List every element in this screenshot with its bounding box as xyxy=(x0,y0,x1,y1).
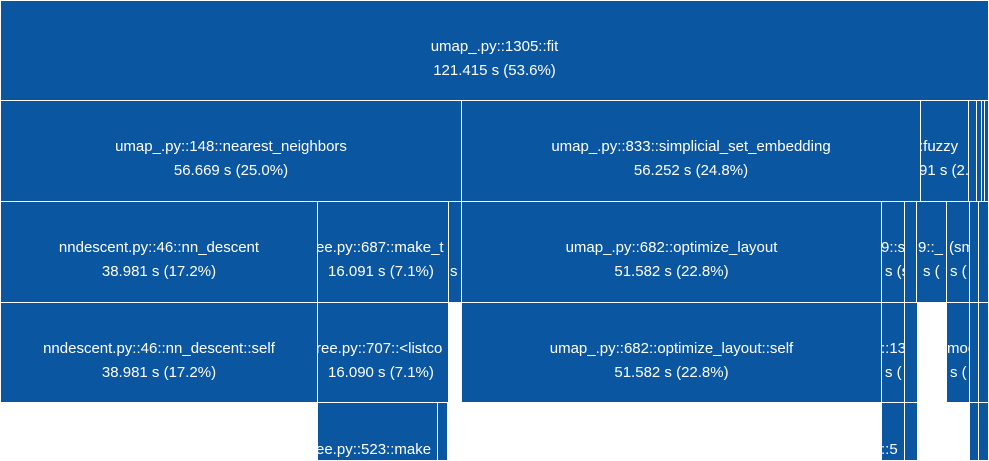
frame-time: 51.582 s (22.8%) xyxy=(614,263,729,280)
frame-level4-c[interactable]: mod s ( xyxy=(946,302,970,403)
frame-time: 56.252 s (24.8%) xyxy=(633,162,749,179)
frame-level5-b[interactable] xyxy=(904,402,918,461)
frame-label: umap_.py::1305::fit xyxy=(430,38,559,55)
frame-nearest-neighbors[interactable]: umap_.py::148::nearest_neighbors 56.669 … xyxy=(0,100,462,202)
frame-time: 121.415 s (53.6%) xyxy=(433,62,556,79)
frame-time: s (s xyxy=(885,263,904,280)
frame-label: ree.py::707::<listco xyxy=(317,340,443,357)
frame-level3-d[interactable]: (sm s ( xyxy=(946,201,970,303)
frame-level2-small-4[interactable] xyxy=(984,100,989,202)
frame-time: 38.981 s (17.2%) xyxy=(101,263,217,280)
frame-label: ::13 xyxy=(881,340,905,357)
frame-label: ::5 xyxy=(881,441,898,458)
frame-time: s ( xyxy=(950,263,967,280)
frame-level5-d[interactable] xyxy=(978,402,989,461)
frame-label: (sm xyxy=(949,239,969,256)
frame-level3-f[interactable] xyxy=(978,201,989,303)
frame-level5-a[interactable]: ::5 xyxy=(881,402,905,461)
frame-label: ee.py::523::make xyxy=(317,441,432,458)
frame-label: 9::_ xyxy=(918,239,944,256)
frame-time: 51.582 s (22.8%) xyxy=(614,364,729,381)
frame-level3-a[interactable]: 9::s s (s xyxy=(881,201,905,303)
frame-level3-c[interactable]: 9::_ s ( xyxy=(916,201,947,303)
frame-time: 91 s (2. xyxy=(920,162,969,179)
frame-make-tree[interactable]: ee.py::687::make_t 16.091 s (7.1%) xyxy=(317,201,449,303)
frame-label: ee.py::687::make_t xyxy=(317,239,444,256)
frame-label: nndescent.py::46::nn_descent xyxy=(58,239,260,256)
frame-time: s xyxy=(450,263,458,280)
frame-optimize-layout-self[interactable]: umap_.py::682::optimize_layout::self 51.… xyxy=(461,302,882,403)
frame-nn-descent[interactable]: nndescent.py::46::nn_descent 38.981 s (1… xyxy=(0,201,318,303)
frame-time: 38.981 s (17.2%) xyxy=(101,364,217,381)
frame-level4-b[interactable] xyxy=(904,302,918,403)
frame-fuzzy[interactable]: :fuzzy 91 s (2. xyxy=(920,100,969,202)
frame-time: s ( xyxy=(923,263,940,280)
frame-listcomp[interactable]: ree.py::707::<listco 16.090 s (7.1%) xyxy=(317,302,449,403)
frame-level4-e[interactable] xyxy=(978,302,989,403)
frame-time: s ( xyxy=(950,364,967,381)
frame-label: mod xyxy=(947,340,969,357)
frame-label: :fuzzy xyxy=(920,138,959,155)
frame-level5-small[interactable] xyxy=(437,402,448,461)
frame-nn-descent-self[interactable]: nndescent.py::46::nn_descent::self 38.98… xyxy=(0,302,318,403)
frame-label: nndescent.py::46::nn_descent::self xyxy=(43,340,275,357)
frame-label: umap_.py::833::simplicial_set_embedding xyxy=(551,138,831,155)
frame-optimize-layout[interactable]: umap_.py::682::optimize_layout 51.582 s … xyxy=(461,201,882,303)
frame-make-tree-523[interactable]: ee.py::523::make xyxy=(317,402,438,461)
frame-time: s ( xyxy=(885,364,902,381)
frame-label: umap_.py::682::optimize_layout xyxy=(565,239,778,256)
frame-simplicial-set-embedding[interactable]: umap_.py::833::simplicial_set_embedding … xyxy=(461,100,921,202)
frame-time: 56.669 s (25.0%) xyxy=(173,162,289,179)
frame-time: 16.090 s (7.1%) xyxy=(328,364,434,381)
frame-time: 16.091 s (7.1%) xyxy=(328,263,434,280)
frame-level3-small[interactable]: s xyxy=(448,201,462,303)
frame-level4-a[interactable]: ::13 s ( xyxy=(881,302,905,403)
frame-fit[interactable]: umap_.py::1305::fit 121.415 s (53.6%) xyxy=(0,0,989,101)
frame-label: umap_.py::682::optimize_layout::self xyxy=(549,340,794,357)
frame-label: 9::s xyxy=(881,239,905,256)
frame-label: umap_.py::148::nearest_neighbors xyxy=(115,138,347,155)
